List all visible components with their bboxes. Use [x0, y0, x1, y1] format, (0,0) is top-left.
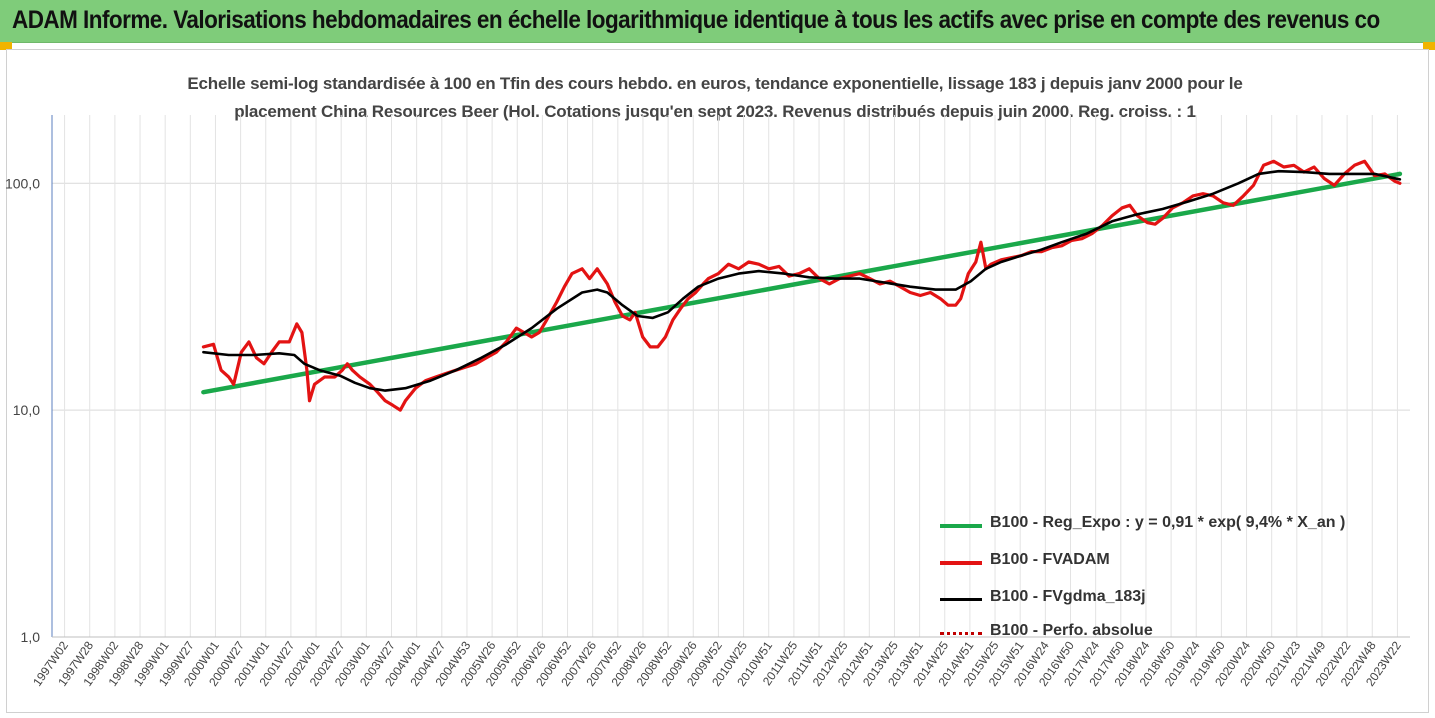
legend-swatch-perfo — [940, 632, 982, 635]
legend-label-perfo: B100 - Perfo. absolue — [990, 622, 1153, 639]
legend-item-reg-expo: B100 - Reg_Expo : y = 0,91 * exp( 9,4% *… — [940, 512, 1400, 538]
y-tick-label: 100,0 — [5, 175, 40, 191]
legend-item-fvgdma: B100 - FVgdma_183j — [940, 586, 1400, 612]
report-title: ADAM Informe. Valorisations hebdomadaire… — [12, 6, 1380, 34]
legend-label-fvgdma: B100 - FVgdma_183j — [990, 588, 1146, 605]
legend-item-fvadam: B100 - FVADAM — [940, 549, 1400, 575]
chart-series — [201, 159, 1403, 412]
series-fvadam — [201, 159, 1402, 412]
legend-swatch-fvadam — [940, 561, 982, 565]
chart-title-line-2: placement China Resources Beer (Hol. Cot… — [234, 102, 1196, 121]
legend-label-reg-expo: B100 - Reg_Expo : y = 0,91 * exp( 9,4% *… — [990, 514, 1346, 531]
report-banner: ADAM Informe. Valorisations hebdomadaire… — [0, 0, 1435, 43]
chart-title-line-1: Echelle semi-log standardisée à 100 en T… — [187, 74, 1243, 93]
legend-item-perfo: B100 - Perfo. absolue — [940, 620, 1400, 646]
legend-swatch-fvgdma — [940, 598, 982, 601]
series-reg-expo — [201, 171, 1403, 395]
chart-legend: B100 - Reg_Expo : y = 0,91 * exp( 9,4% *… — [940, 512, 1400, 647]
legend-label-fvadam: B100 - FVADAM — [990, 551, 1110, 568]
y-axis: 1,0 10,0 100,0 — [5, 115, 53, 645]
y-tick-label: 10,0 — [13, 402, 40, 418]
chart-frame — [6, 49, 1429, 713]
corner-marker-right — [1423, 42, 1435, 50]
y-tick-label: 1,0 — [21, 629, 41, 645]
legend-swatch-reg-expo — [940, 524, 982, 528]
series-fvgdma — [202, 169, 1402, 392]
corner-marker-left — [0, 42, 12, 50]
